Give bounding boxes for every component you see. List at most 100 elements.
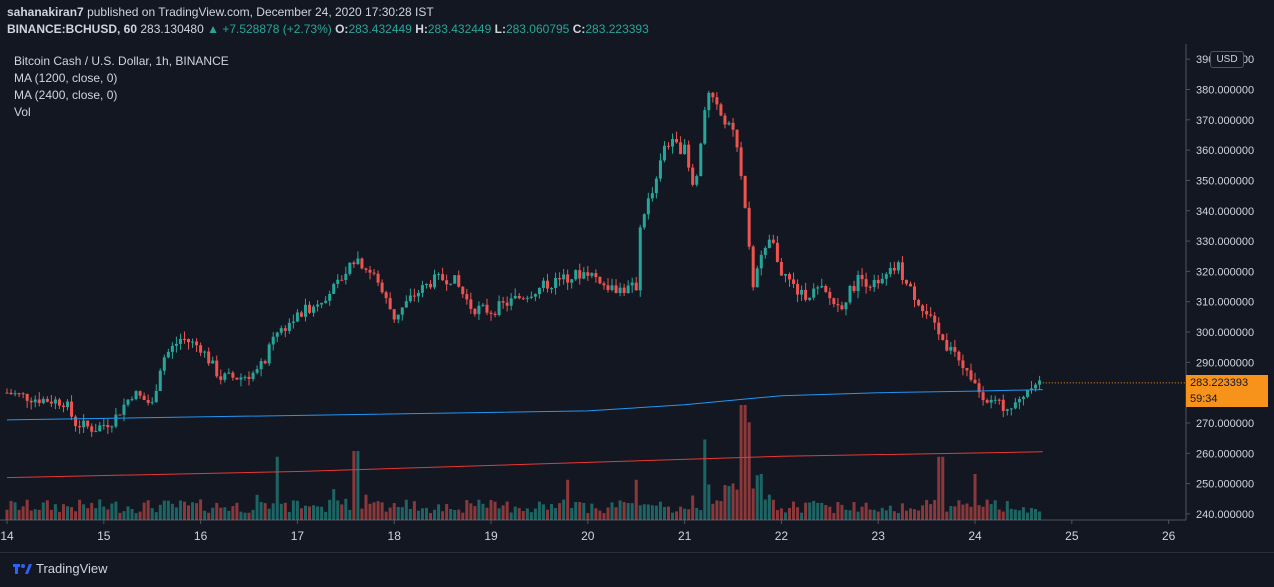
candle-up: [755, 268, 759, 288]
volume-bar: [182, 501, 186, 520]
volume-bar: [965, 503, 969, 520]
volume-bar: [239, 511, 243, 520]
candle-up: [695, 176, 699, 185]
volume-bar: [630, 503, 634, 520]
volume-bar: [771, 499, 775, 520]
candle-down: [493, 313, 497, 315]
author-name[interactable]: sahanakiran7: [7, 5, 84, 19]
candle-down: [937, 322, 941, 335]
candle-down: [340, 279, 344, 281]
volume-bar: [1021, 507, 1025, 520]
volume-bar: [457, 509, 461, 520]
volume-bar: [868, 509, 872, 520]
volume-bar: [993, 500, 997, 520]
last-price-tag: 283.223393: [1186, 374, 1268, 391]
candle-down: [412, 295, 416, 297]
legend-ma2400[interactable]: MA (2400, close, 0): [14, 88, 118, 102]
volume-bar: [384, 511, 388, 520]
volume-bar: [316, 506, 320, 520]
candle-down: [501, 301, 505, 303]
volume-bar: [775, 510, 779, 520]
candle-down: [187, 339, 191, 343]
volume-bar: [195, 503, 199, 520]
volume-bar: [138, 511, 142, 520]
volume-bar: [973, 474, 977, 520]
candle-up: [481, 304, 485, 306]
candle-down: [598, 277, 602, 284]
volume-bar: [541, 504, 545, 520]
tradingview-logo[interactable]: TradingView: [12, 561, 108, 576]
x-tick-label: 18: [388, 529, 402, 543]
volume-bar: [344, 498, 348, 520]
volume-bar: [49, 509, 53, 520]
volume-bar: [106, 509, 110, 520]
candle-down: [969, 370, 973, 380]
candle-up: [166, 351, 170, 358]
candle-down: [465, 294, 469, 300]
volume-bar: [215, 502, 219, 520]
volume-bar: [671, 512, 675, 520]
price-chart[interactable]: 390.000000380.000000370.000000360.000000…: [0, 44, 1274, 548]
candle-down: [602, 283, 606, 286]
volume-bar: [279, 503, 283, 520]
candle-up: [344, 273, 348, 281]
volume-bar: [364, 494, 368, 520]
volume-bar: [207, 512, 211, 520]
volume-bar: [634, 479, 638, 520]
volume-bar: [380, 502, 384, 520]
candle-down: [832, 298, 836, 305]
volume-bar: [66, 506, 70, 520]
candle-up: [533, 294, 537, 297]
candle-up: [590, 273, 594, 276]
candle-down: [195, 341, 199, 346]
volume-bar: [9, 500, 13, 520]
candle-down: [138, 391, 142, 396]
candle-down: [606, 285, 610, 290]
volume-bar: [876, 511, 880, 520]
header-bar: sahanakiran7 published on TradingView.co…: [0, 0, 1274, 40]
volume-bar: [392, 503, 396, 520]
volume-bar: [941, 456, 945, 520]
candle-up: [239, 377, 243, 380]
candle-up: [396, 314, 400, 320]
x-tick-label: 16: [194, 529, 208, 543]
volume-bar: [178, 500, 182, 520]
chart-area[interactable]: 390.000000380.000000370.000000360.000000…: [0, 44, 1274, 548]
volume-bar: [763, 499, 767, 520]
candle-down: [743, 175, 747, 208]
candle-down: [711, 92, 715, 98]
volume-bar: [166, 500, 170, 520]
candle-up: [291, 321, 295, 323]
volume-bar: [110, 503, 114, 520]
candle-down: [868, 286, 872, 288]
y-tick-label: 360.000000: [1196, 145, 1254, 157]
volume-bar: [114, 501, 118, 520]
candle-down: [182, 339, 186, 341]
candle-up: [477, 305, 481, 315]
volume-bar: [223, 507, 227, 520]
candle-down: [965, 368, 969, 371]
volume-bar: [574, 502, 578, 520]
volume-bar: [86, 508, 90, 520]
currency-button[interactable]: USD: [1210, 51, 1244, 68]
candle-down: [263, 361, 267, 364]
candle-up: [513, 295, 517, 299]
x-tick-label: 14: [0, 529, 14, 543]
volume-bar: [872, 509, 876, 520]
candle-up: [328, 293, 332, 301]
published-text: published on TradingView.com, December 2…: [87, 5, 434, 19]
candle-up: [203, 351, 207, 353]
volume-bar: [590, 503, 594, 520]
ma2400-line: [6, 451, 1043, 479]
candle-up: [316, 304, 320, 307]
candle-down: [146, 400, 150, 403]
volume-bar: [545, 509, 549, 520]
volume-bar: [134, 513, 138, 520]
candle-down: [804, 289, 808, 300]
legend-ma1200[interactable]: MA (1200, close, 0): [14, 71, 118, 85]
legend-volume[interactable]: Vol: [14, 105, 31, 119]
candle-up: [562, 274, 566, 280]
volume-bar: [336, 500, 340, 520]
y-tick-label: 370.000000: [1196, 115, 1254, 127]
volume-bar: [896, 512, 900, 520]
